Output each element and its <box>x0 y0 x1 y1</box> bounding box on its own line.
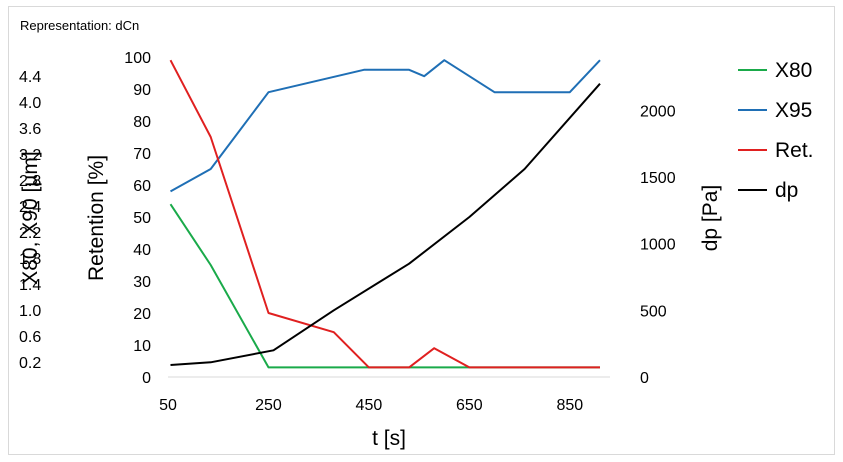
outer-tick-label: 4.0 <box>19 95 41 112</box>
outer-tick-label: 0.2 <box>19 355 41 372</box>
x-axis-title: t [s] <box>372 427 406 450</box>
left-y-axis-title: Retention [%] <box>85 155 108 281</box>
right-tick-label: 1000 <box>640 237 676 254</box>
left-tick-label: 50 <box>133 210 151 227</box>
series-lines <box>169 59 601 369</box>
left-axis-ticks: 0 10 20 30 40 50 60 70 80 90 100 <box>124 50 151 387</box>
outer-tick-label: 2.4 <box>19 199 41 216</box>
legend-label-x80: X80 <box>775 59 812 82</box>
right-tick-label: 500 <box>640 303 667 320</box>
right-tick-label: 1500 <box>640 170 676 187</box>
left-tick-label: 30 <box>133 274 151 291</box>
outer-tick-label: 1.0 <box>19 303 41 320</box>
x-tick-label: 850 <box>556 397 583 414</box>
right-axis-ticks: 0 500 1000 1500 2000 <box>640 103 676 387</box>
left-tick-label: 10 <box>133 338 151 355</box>
left-tick-label: 80 <box>133 114 151 131</box>
legend-label-x95: X95 <box>775 99 812 122</box>
outer-tick-label: 1.4 <box>19 277 41 294</box>
left-tick-label: 100 <box>124 50 151 67</box>
right-y-axis-title: dp [Pa] <box>699 185 722 252</box>
x-tick-label: 650 <box>456 397 483 414</box>
left-tick-label: 60 <box>133 178 151 195</box>
outer-tick-label: 1.8 <box>19 251 41 268</box>
outer-tick-label: 3.2 <box>19 147 41 164</box>
left-tick-label: 20 <box>133 306 151 323</box>
outer-tick-label: 3.6 <box>19 121 41 138</box>
outer-tick-label: 2.8 <box>19 173 41 190</box>
left-tick-label: 70 <box>133 146 151 163</box>
x-axis-ticks: 50 250 450 650 850 <box>159 397 583 414</box>
left-tick-label: 0 <box>142 370 151 387</box>
series-line-x95 <box>170 59 601 193</box>
left-tick-label: 90 <box>133 82 151 99</box>
series-line-ret <box>169 59 600 369</box>
right-tick-label: 0 <box>640 370 649 387</box>
outer-axis-ticks: 0.2 0.6 1.0 1.4 1.8 2.2 2.4 2.8 3.2 3.6 4.0 4.4 <box>19 69 41 372</box>
outer-tick-label: 2.2 <box>19 225 41 242</box>
x-tick-label: 50 <box>159 397 177 414</box>
x-tick-label: 450 <box>356 397 383 414</box>
chart-frame <box>8 6 835 455</box>
right-tick-label: 2000 <box>640 103 676 120</box>
legend-label-dp: dp <box>775 179 798 202</box>
outer-tick-label: 0.6 <box>19 329 41 346</box>
representation-label: Representation: dCn <box>20 18 139 33</box>
series-line-x80 <box>169 203 600 369</box>
legend-label-ret: Ret. <box>775 139 814 162</box>
outer-tick-label: 4.4 <box>19 69 41 86</box>
legend: X80 X95 Ret. dp <box>738 59 814 202</box>
outer-y-axis-title: X80, X90 [µm] <box>19 151 42 285</box>
left-tick-label: 40 <box>133 242 151 259</box>
series-line-dp <box>170 83 601 366</box>
x-tick-label: 250 <box>255 397 282 414</box>
